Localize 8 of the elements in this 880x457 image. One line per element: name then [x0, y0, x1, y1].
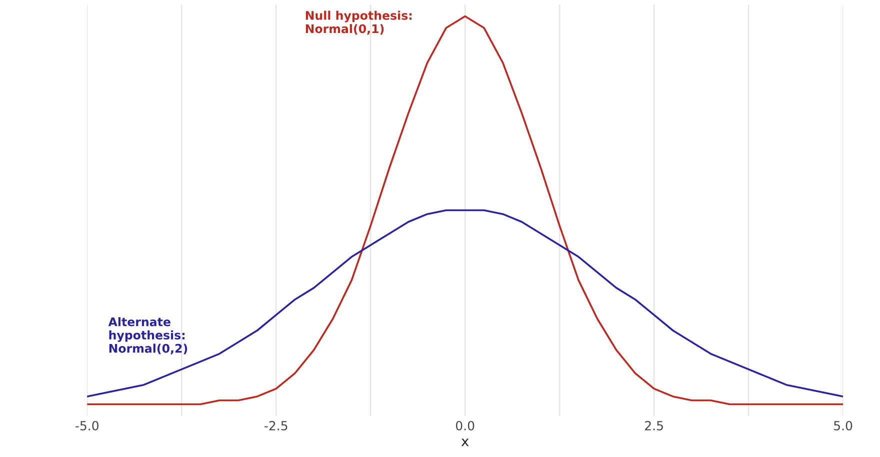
x-tick-label: 5.0 [834, 420, 852, 430]
x-tick-label: 0.0 [456, 420, 474, 430]
annotation: Alternate hypothesis: Normal(0,2) [108, 317, 188, 354]
x-tick-label: -2.5 [264, 420, 288, 430]
annotation: Null hypothesis: Normal(0,1) [306, 10, 412, 35]
x-tick-label: 2.5 [645, 420, 663, 430]
x-tick-label: -5.0 [76, 420, 98, 430]
x-axis-title: x [461, 438, 469, 446]
